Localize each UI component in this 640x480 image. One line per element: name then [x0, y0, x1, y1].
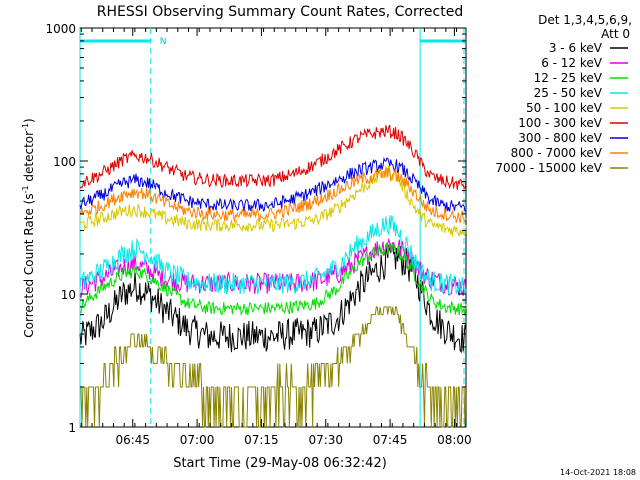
- legend-label: 7000 - 15000 keV: [495, 161, 602, 175]
- series-50-100-kev-line: [79, 164, 467, 237]
- x-tick-label: 07:45: [373, 433, 408, 447]
- axis-ticks: 1 10 100 1000 06:45 07:00 07:15 07:30 07:45 08:00: [45, 22, 471, 447]
- series-25-50-kev-line: [79, 215, 467, 295]
- y-axis-label-sup2: -1: [21, 123, 30, 131]
- y-tick-label: 1000: [45, 22, 76, 36]
- y-axis-label-sup1: -1: [21, 185, 30, 193]
- legend-label: 100 - 300 keV: [518, 116, 602, 130]
- series-800-7000-kev-line: [79, 167, 467, 224]
- series-7000-15000-kev-line: [80, 306, 466, 428]
- y-axis-label-mid: detector: [22, 131, 36, 186]
- legend-label: 3 - 6 keV: [549, 41, 603, 55]
- y-axis-label: Corrected Count Rate (s-1 detector-1): [21, 118, 36, 337]
- x-tick-label: 07:15: [244, 433, 279, 447]
- series-100-300-kev-line: [79, 124, 467, 190]
- x-tick-label: 07:30: [308, 433, 343, 447]
- legend-label: 25 - 50 keV: [534, 86, 603, 100]
- x-tick-label: 06:45: [115, 433, 150, 447]
- y-tick-label: 10: [61, 288, 76, 302]
- legend-label: 50 - 100 keV: [526, 101, 603, 115]
- series-3-6-kev-line: [79, 243, 467, 354]
- legend-header-2: Att 0: [601, 27, 630, 41]
- series-300-800-kev-line: [79, 156, 467, 213]
- footer-timestamp: 14-Oct-2021 18:08: [560, 468, 636, 477]
- y-tick-label: 100: [53, 155, 76, 169]
- series-layer: [79, 124, 467, 428]
- y-axis-label-main: Corrected Count Rate (s: [22, 193, 36, 337]
- night-marker: N: [160, 37, 167, 47]
- legend-label: 300 - 800 keV: [518, 131, 602, 145]
- y-tick-label: 1: [68, 421, 76, 435]
- series-12-25-kev-line: [79, 242, 467, 317]
- legend-label: 12 - 25 keV: [534, 71, 603, 85]
- x-tick-label: 08:00: [437, 433, 472, 447]
- chart-title: RHESSI Observing Summary Count Rates, Co…: [97, 4, 463, 20]
- legend-header-1: Det 1,3,4,5,6,9,: [538, 13, 632, 27]
- y-axis-label-end: ): [22, 118, 36, 123]
- x-tick-label: 07:00: [180, 433, 215, 447]
- x-axis-label: Start Time (29-May-08 06:32:42): [173, 456, 387, 471]
- legend-label: 800 - 7000 keV: [511, 146, 603, 160]
- legend-label: 6 - 12 keV: [541, 56, 603, 70]
